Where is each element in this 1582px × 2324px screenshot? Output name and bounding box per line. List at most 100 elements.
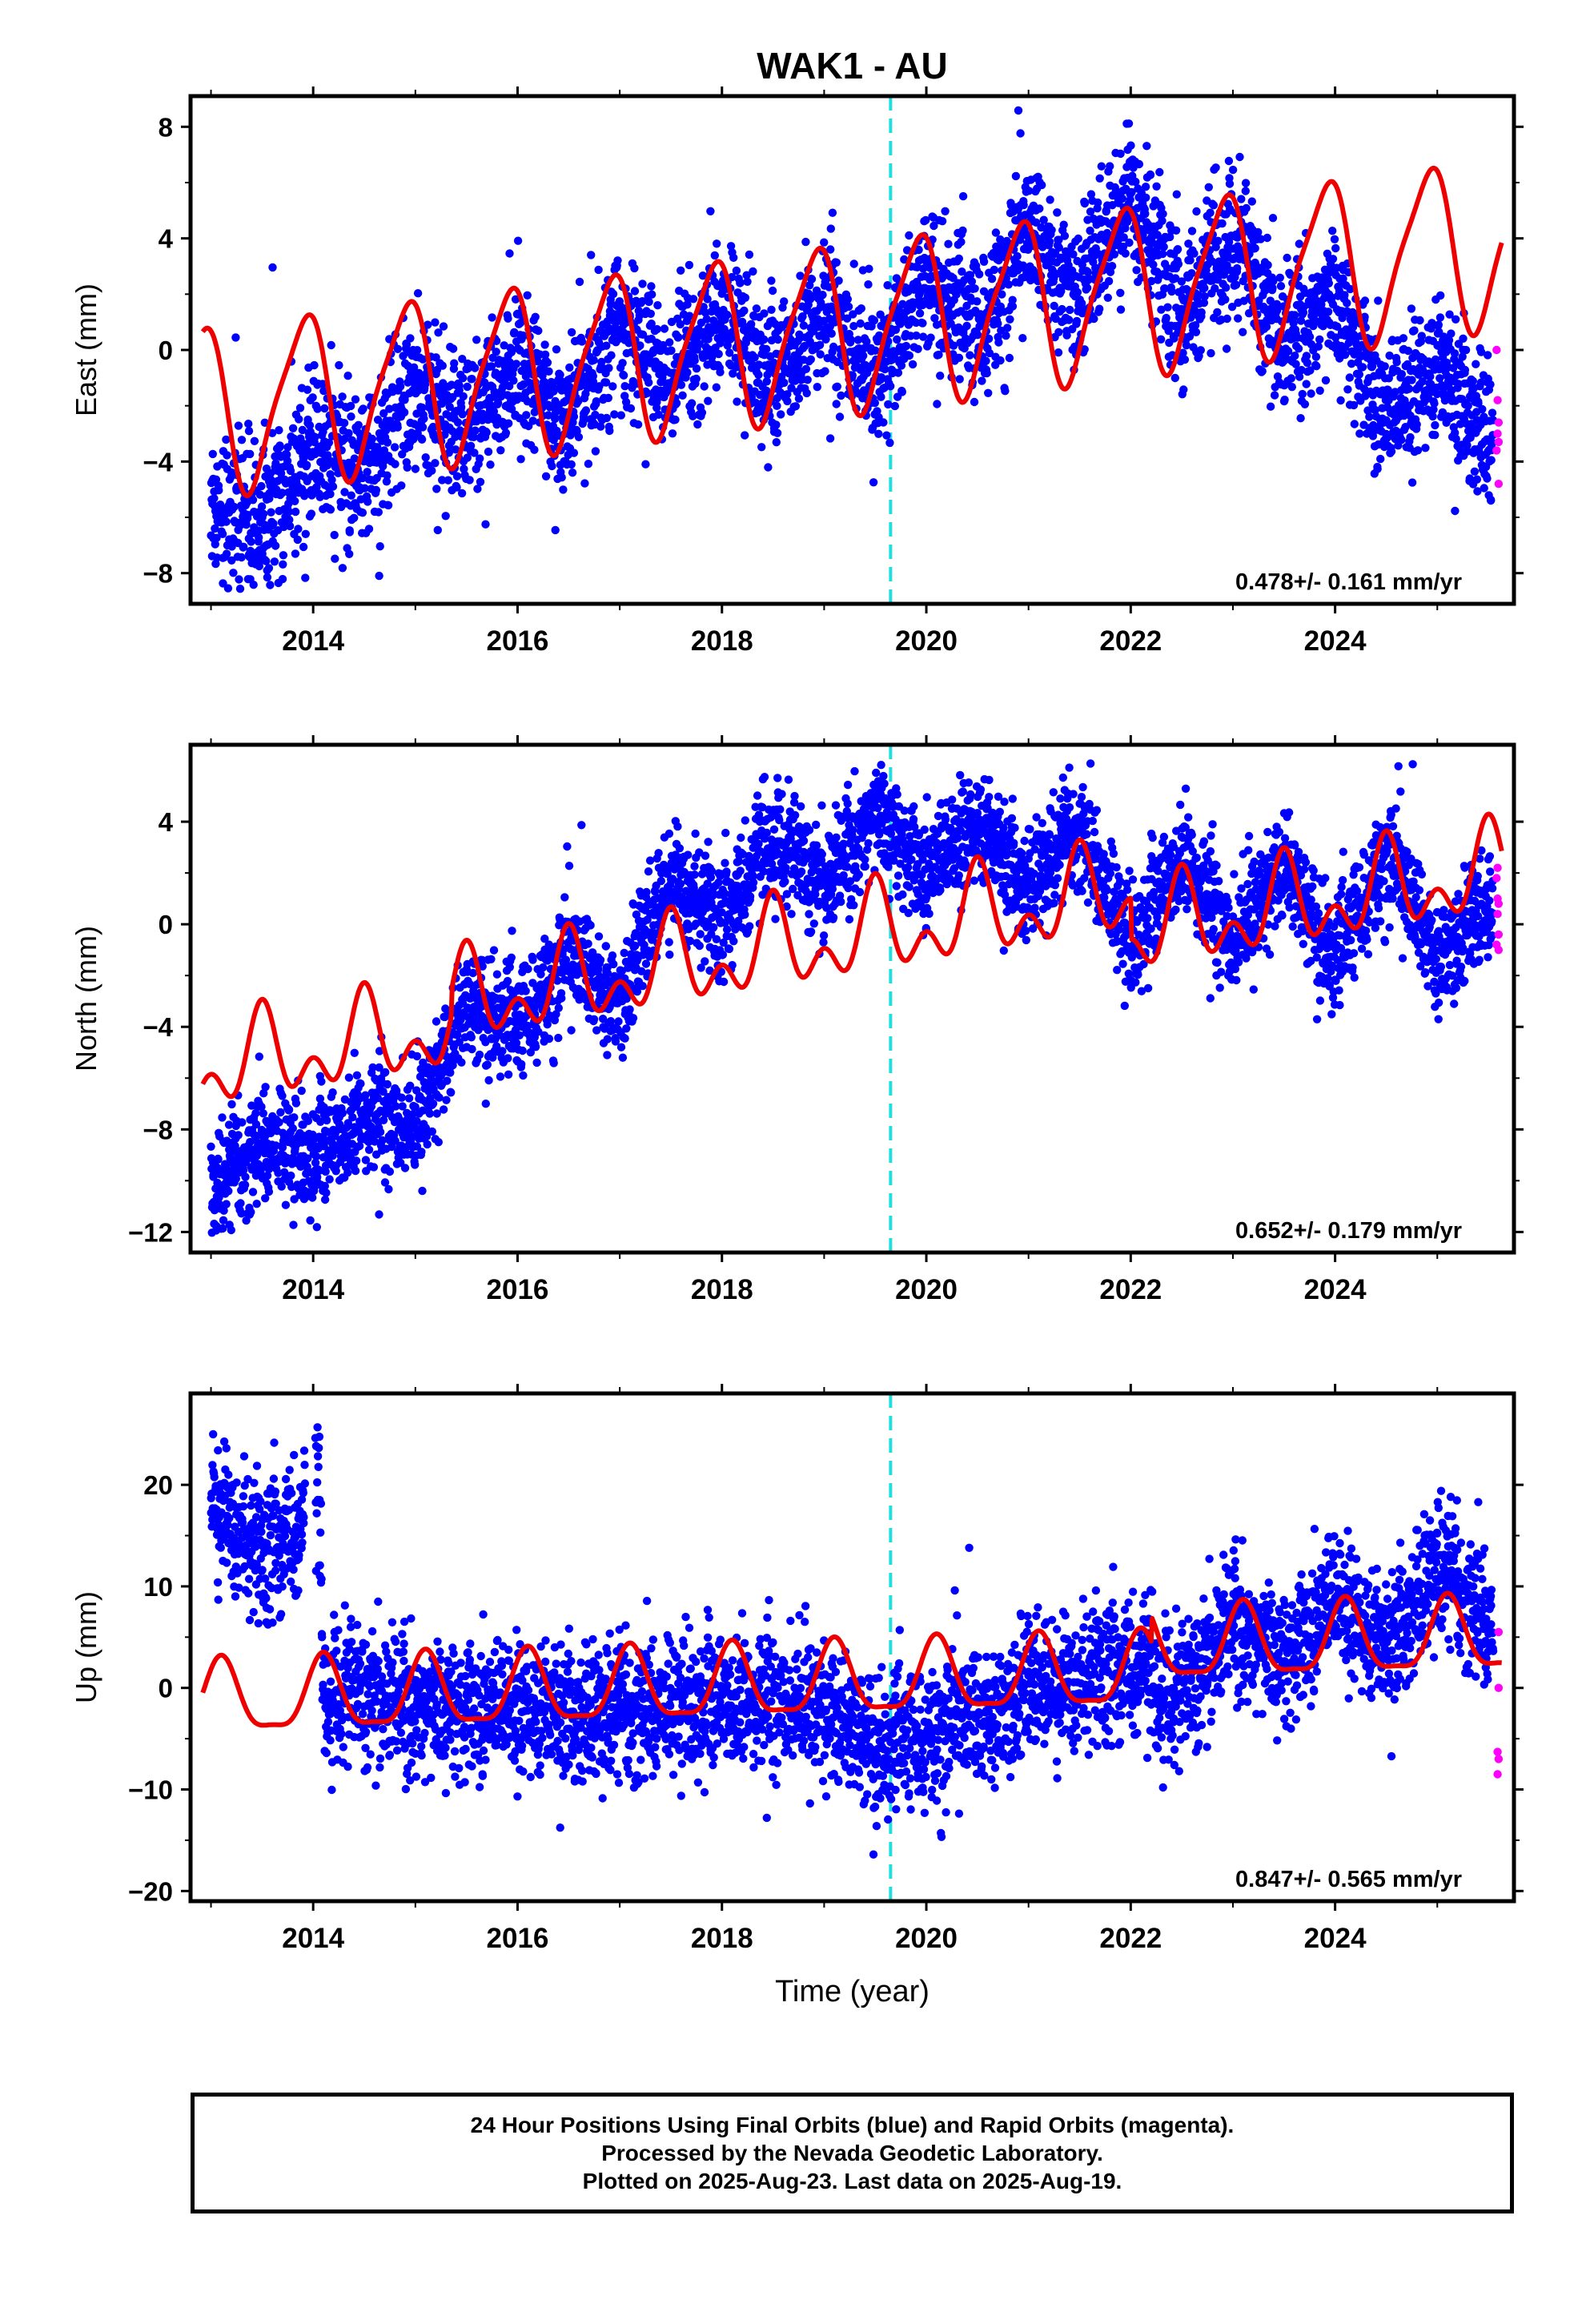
data-point <box>1231 280 1241 289</box>
data-point <box>648 290 656 299</box>
data-point <box>1451 506 1460 516</box>
x-tick-label: 2016 <box>487 625 549 657</box>
data-point <box>266 581 275 589</box>
data-point <box>949 274 958 283</box>
data-point <box>636 341 644 350</box>
data-point <box>252 1200 261 1208</box>
data-point <box>846 335 855 344</box>
data-point <box>973 297 982 306</box>
data-point <box>1397 436 1406 444</box>
data-point <box>1039 215 1048 224</box>
data-point <box>257 481 266 491</box>
data-point <box>1431 431 1439 440</box>
data-point <box>528 416 537 425</box>
data-point <box>623 330 632 339</box>
data-point <box>299 542 308 552</box>
data-point <box>222 517 231 526</box>
data-point <box>1211 163 1220 172</box>
data-point <box>359 404 367 413</box>
data-point <box>832 258 841 267</box>
data-point <box>1298 389 1307 399</box>
data-point <box>741 293 750 302</box>
data-point <box>667 346 676 355</box>
data-point <box>1191 328 1201 336</box>
data-point <box>692 374 701 384</box>
final-orbit-points <box>207 759 1498 1237</box>
data-point <box>230 502 239 512</box>
data-point <box>984 388 993 397</box>
data-point <box>1038 243 1047 251</box>
data-point <box>211 540 219 549</box>
data-point <box>921 215 930 225</box>
data-point <box>805 281 814 290</box>
data-point <box>243 510 252 520</box>
data-point <box>879 418 888 427</box>
data-point <box>492 970 502 979</box>
data-point <box>453 418 463 427</box>
data-point <box>250 436 259 445</box>
data-point <box>1174 259 1183 268</box>
data-point <box>489 946 499 955</box>
data-point <box>1206 208 1215 217</box>
data-point <box>1328 227 1337 235</box>
data-point <box>736 278 745 287</box>
data-point <box>1484 351 1492 360</box>
data-point <box>994 338 1003 347</box>
rapid-data-point <box>1493 429 1502 438</box>
data-point <box>1487 456 1496 464</box>
data-point <box>1483 474 1492 483</box>
data-point <box>930 314 939 323</box>
data-point <box>531 312 540 321</box>
data-point <box>318 380 327 388</box>
data-point <box>574 432 584 441</box>
data-point <box>1472 360 1480 368</box>
data-point <box>982 368 991 378</box>
data-point <box>849 259 858 268</box>
data-point <box>1470 467 1480 476</box>
data-point <box>275 441 284 450</box>
data-point <box>884 400 893 409</box>
data-point <box>1002 332 1010 340</box>
data-point <box>1431 420 1439 430</box>
data-point <box>712 383 721 392</box>
data-point <box>1376 454 1385 464</box>
data-point <box>806 355 815 364</box>
data-point <box>346 401 355 411</box>
data-point <box>264 1187 274 1196</box>
data-point <box>1241 179 1251 187</box>
data-point <box>672 399 681 408</box>
x-tick-label: 2018 <box>691 625 753 657</box>
data-point <box>569 448 579 457</box>
data-point <box>994 319 1002 328</box>
data-point <box>733 397 741 406</box>
data-point <box>1430 399 1439 408</box>
data-point <box>1407 376 1416 384</box>
data-point <box>1209 201 1219 210</box>
data-point <box>902 246 912 255</box>
data-point <box>1179 385 1188 394</box>
data-point <box>1142 193 1150 202</box>
data-point <box>247 1208 255 1216</box>
data-point <box>1225 179 1235 188</box>
data-point <box>298 439 307 448</box>
data-point <box>291 1099 301 1108</box>
data-point <box>767 276 776 285</box>
data-point <box>469 432 478 441</box>
data-point <box>467 1033 476 1042</box>
data-point <box>551 525 560 535</box>
data-point <box>391 460 400 468</box>
data-point <box>978 376 986 385</box>
data-point <box>248 1188 258 1196</box>
data-point <box>458 355 467 364</box>
data-point <box>275 426 283 435</box>
data-point <box>848 371 857 380</box>
data-point <box>941 207 950 215</box>
data-point <box>1263 233 1272 243</box>
data-point <box>238 1118 247 1127</box>
data-point <box>255 1052 263 1061</box>
data-point <box>1066 305 1074 315</box>
data-point <box>668 429 677 438</box>
data-point <box>958 226 967 235</box>
data-point <box>740 306 749 316</box>
data-point <box>1152 182 1161 191</box>
